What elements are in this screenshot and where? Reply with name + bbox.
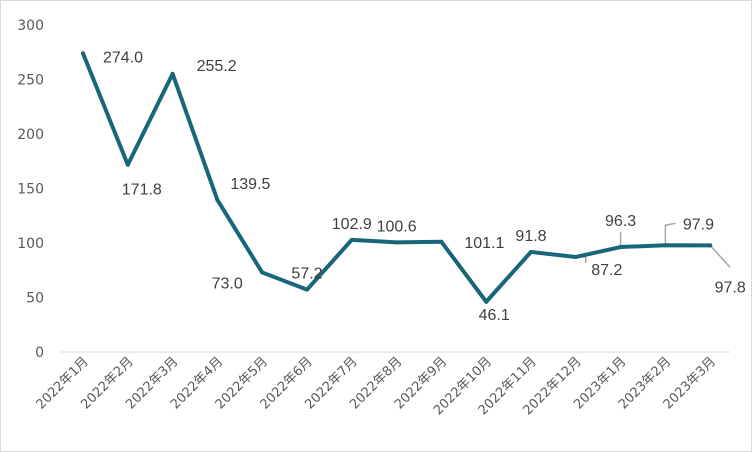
y-tick-label: 150: [17, 182, 44, 198]
y-tick-label: 100: [17, 236, 44, 252]
data-label: 139.5: [230, 176, 270, 193]
data-labels: 274.0 171.8 255.2 139.5 73.0 57.2 102.9 100.6 10…: [103, 49, 746, 323]
data-point: [305, 287, 309, 292]
data-label: 97.8: [715, 279, 746, 296]
data-point: [215, 197, 220, 202]
data-point: [573, 254, 578, 259]
data-point: [394, 240, 399, 245]
data-label: 171.8: [122, 182, 162, 199]
y-tick-label: 50: [26, 291, 44, 307]
data-point: [618, 245, 623, 250]
data-label: 274.0: [103, 49, 143, 66]
data-point: [260, 270, 265, 275]
data-label: 255.2: [197, 58, 237, 75]
data-point: [439, 239, 444, 244]
y-tick-label: 200: [17, 127, 44, 143]
data-label: 91.8: [515, 228, 546, 245]
series-points: [81, 51, 713, 304]
data-point: [708, 243, 713, 248]
leader-line: [709, 244, 731, 268]
data-point: [349, 237, 354, 242]
data-label: 87.2: [591, 262, 622, 279]
y-tick-label: 300: [17, 18, 44, 34]
y-axis: 0 50 100 150 200 250 300: [17, 18, 44, 361]
data-point: [81, 51, 85, 56]
data-point: [663, 243, 668, 248]
leader-line: [664, 222, 676, 246]
x-axis: 2022年1月2022年2月2022年3月2022年4月2022年5月2022年…: [34, 354, 719, 418]
data-label: 73.0: [212, 275, 243, 292]
data-label: 100.6: [377, 218, 417, 235]
data-label: 46.1: [479, 307, 510, 324]
data-point: [484, 299, 489, 304]
data-label: 102.9: [332, 216, 372, 233]
data-label: 97.9: [683, 216, 714, 233]
y-tick-label: 0: [35, 345, 44, 361]
data-point: [170, 71, 175, 76]
data-point: [125, 162, 130, 167]
y-tick-label: 250: [17, 73, 44, 89]
data-point: [529, 249, 533, 254]
data-label: 57.2: [291, 266, 322, 283]
data-label: 101.1: [464, 235, 504, 252]
data-label: 96.3: [605, 213, 636, 230]
